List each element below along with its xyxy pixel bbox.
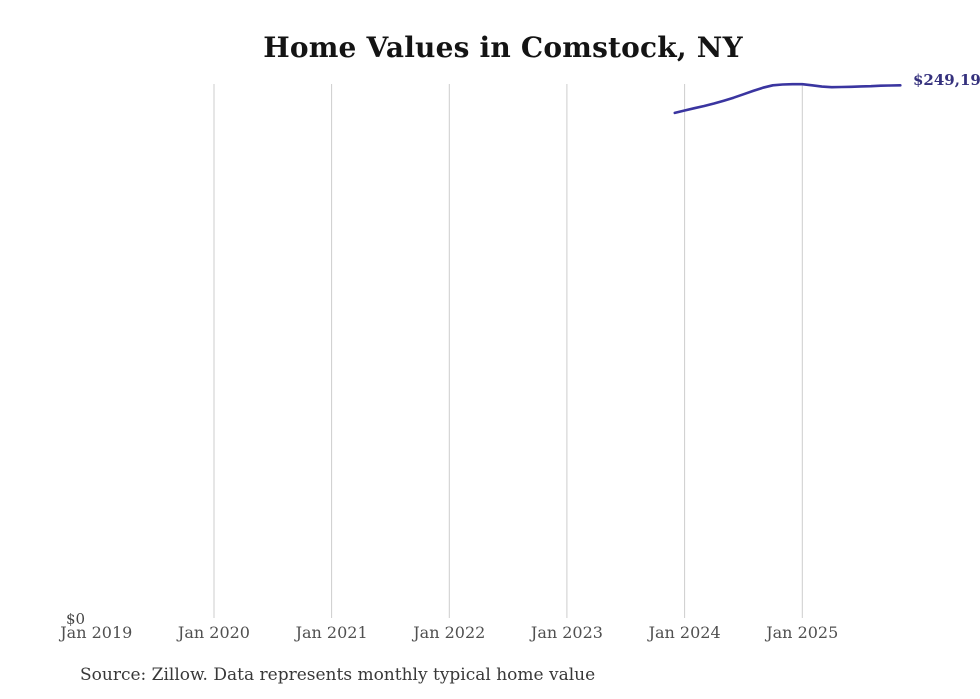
home-value-line xyxy=(673,82,902,115)
x-tick-label: Jan 2021 xyxy=(295,623,368,642)
x-tick-label: Jan 2023 xyxy=(530,623,603,642)
y-axis-zero-label: $0 xyxy=(66,610,86,628)
x-tick-label: Jan 2020 xyxy=(177,623,250,642)
latest-value-label: $249,199 xyxy=(913,71,980,89)
source-note: Source: Zillow. Data represents monthly … xyxy=(80,665,596,685)
chart-title: Home Values in Comstock, NY xyxy=(263,31,743,64)
x-tick-label: Jan 2025 xyxy=(766,623,839,642)
x-tick-label: Jan 2024 xyxy=(648,623,721,642)
x-tick-label: Jan 2019 xyxy=(60,623,133,642)
x-tick-label: Jan 2022 xyxy=(413,623,486,642)
